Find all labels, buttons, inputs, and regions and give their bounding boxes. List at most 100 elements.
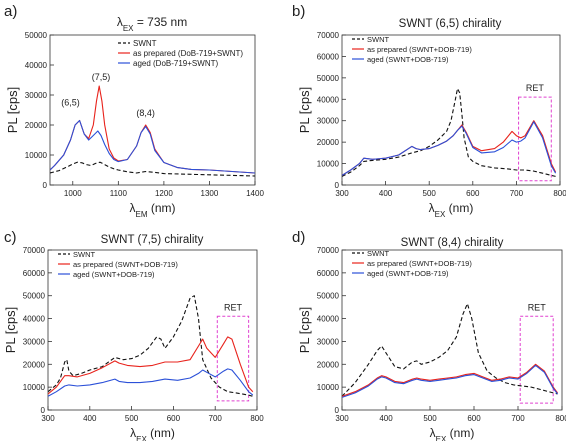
series-line-swnt <box>342 303 558 397</box>
series-line-as-prepared-dob-719-swnt <box>50 85 255 174</box>
plot-frame <box>341 249 563 411</box>
y-tick-label: 70000 <box>317 31 340 40</box>
panel-label: d) <box>292 229 305 246</box>
ret-label: RET <box>526 83 545 93</box>
x-tick-label: 600 <box>466 189 480 198</box>
y-tick-label: 30000 <box>317 337 340 346</box>
x-tick-label: 700 <box>511 414 525 423</box>
plot-frame <box>49 34 256 186</box>
series-line-swnt <box>50 161 255 177</box>
y-tick-label: 10000 <box>317 160 340 169</box>
chart-title: SWNT (8,4) chirality <box>401 237 504 249</box>
series-line-swnt <box>48 295 253 397</box>
x-tick-label: 300 <box>41 414 55 423</box>
x-tick-label: 500 <box>423 414 437 423</box>
x-tick-label: 300 <box>335 189 349 198</box>
y-tick-label: 0 <box>335 181 340 190</box>
x-tick-label: 700 <box>209 414 223 423</box>
x-tick-label: 1200 <box>155 189 173 198</box>
y-tick-label: 20000 <box>317 138 340 147</box>
chart-panel-d: d) SWNT (8,4) chirality 300 400 500 600 700 80 0… <box>292 229 566 441</box>
chart-panel-a: a) λEX = 735 nm 1000 1100 1200 1300 1400 0 10000… <box>4 3 264 219</box>
x-tick-label: 600 <box>467 414 481 423</box>
legend-entry: SWNT <box>73 250 95 259</box>
y-tick-label: 40000 <box>317 315 340 324</box>
x-tick-label: 500 <box>125 414 139 423</box>
series-line-as-prepared-swnt-dob-719 <box>48 336 254 395</box>
ret-label: RET <box>528 302 547 312</box>
y-tick-label: 0 <box>43 181 48 190</box>
plot-frame <box>341 34 561 186</box>
ret-box <box>518 96 552 182</box>
series-line-aged-swnt-dob-719 <box>342 364 559 398</box>
x-tick-label: 500 <box>423 189 437 198</box>
x-tick-label: 1100 <box>110 189 128 198</box>
legend-entry: aged (SWNT+DOB-719) <box>367 55 449 64</box>
series-line-swnt <box>342 88 556 177</box>
y-tick-label: 10000 <box>25 151 48 160</box>
legend-entry: as prepared (SWNT+DOB-719) <box>367 45 472 54</box>
peak-annotation: (6,5) <box>61 98 80 108</box>
y-tick-label: 50000 <box>317 74 340 83</box>
x-tick-label: 600 <box>167 414 181 423</box>
y-tick-label: 70000 <box>23 246 46 255</box>
chart-panel-c: c) SWNT (7,5) chirality 300 400 500 600 700 800… <box>3 229 264 441</box>
x-axis-label: λEX (nm) <box>430 426 475 441</box>
x-tick-label: 400 <box>83 414 97 423</box>
y-tick-label: 40000 <box>23 315 46 324</box>
x-axis-label: λEX (nm) <box>130 426 175 441</box>
y-tick-label: 30000 <box>25 91 48 100</box>
legend-entry: aged (SWNT+DOB-719) <box>367 269 449 278</box>
y-tick-label: 30000 <box>317 117 340 126</box>
y-tick-label: 60000 <box>23 269 46 278</box>
x-tick-label: 1300 <box>201 189 219 198</box>
y-axis-label: PL [cps] <box>3 307 18 353</box>
legend-entry: SWNT <box>367 35 389 44</box>
y-tick-label: 20000 <box>25 121 48 130</box>
x-tick-label: 700 <box>510 189 524 198</box>
y-tick-label: 10000 <box>317 383 340 392</box>
legend-entry: SWNT <box>367 249 389 258</box>
y-tick-label: 40000 <box>317 95 340 104</box>
y-tick-label: 20000 <box>23 360 46 369</box>
legend-entry: as prepared (SWNT+DOB-719) <box>367 259 472 268</box>
x-axis-label: λEM (nm) <box>130 201 176 219</box>
y-tick-label: 70000 <box>317 246 340 255</box>
y-tick-label: 50000 <box>23 292 46 301</box>
y-axis-label: PL [cps] <box>297 307 312 353</box>
series-line-as-prepared-swnt-dob-719 <box>342 363 559 397</box>
legend-entry: as prepared (SWNT+DOB-719) <box>73 260 178 269</box>
y-tick-label: 40000 <box>25 61 48 70</box>
series-line-aged-swnt-dob-719 <box>48 368 254 397</box>
x-tick-label: 400 <box>379 414 393 423</box>
y-tick-label: 50000 <box>317 292 340 301</box>
y-tick-label: 0 <box>335 406 340 415</box>
plot-frame <box>47 249 258 411</box>
y-tick-label: 60000 <box>317 52 340 61</box>
legend-entry: SWNT <box>133 39 157 48</box>
series-line-as-prepared-swnt-dob-719 <box>342 120 557 176</box>
panel-label: a) <box>4 3 17 20</box>
ret-box <box>216 315 250 402</box>
x-tick-label: 800 <box>555 414 566 423</box>
y-tick-label: 10000 <box>23 383 46 392</box>
ret-label: RET <box>224 302 243 312</box>
x-axis-label: λEX (nm) <box>429 201 474 219</box>
series-line-aged-dob-719-swnt <box>50 119 255 174</box>
y-axis-label: PL [cps] <box>297 87 312 133</box>
panel-label: b) <box>292 3 305 20</box>
chart-panel-b: b) SWNT (6,5) chirality 300 400 500 600 700 800… <box>292 3 566 219</box>
chart-title: SWNT (7,5) chirality <box>101 234 204 246</box>
x-tick-label: 1400 <box>246 189 264 198</box>
x-tick-label: 300 <box>335 414 349 423</box>
x-tick-label: 800 <box>250 414 264 423</box>
y-tick-label: 50000 <box>25 31 48 40</box>
peak-annotation: (8,4) <box>136 108 155 118</box>
y-tick-label: 30000 <box>23 337 46 346</box>
legend-entry: aged (DoB-719+SWNT) <box>133 59 218 68</box>
y-tick-label: 20000 <box>317 360 340 369</box>
x-tick-label: 800 <box>553 189 566 198</box>
y-axis-label: PL [cps] <box>5 87 20 133</box>
y-tick-label: 0 <box>41 406 46 415</box>
